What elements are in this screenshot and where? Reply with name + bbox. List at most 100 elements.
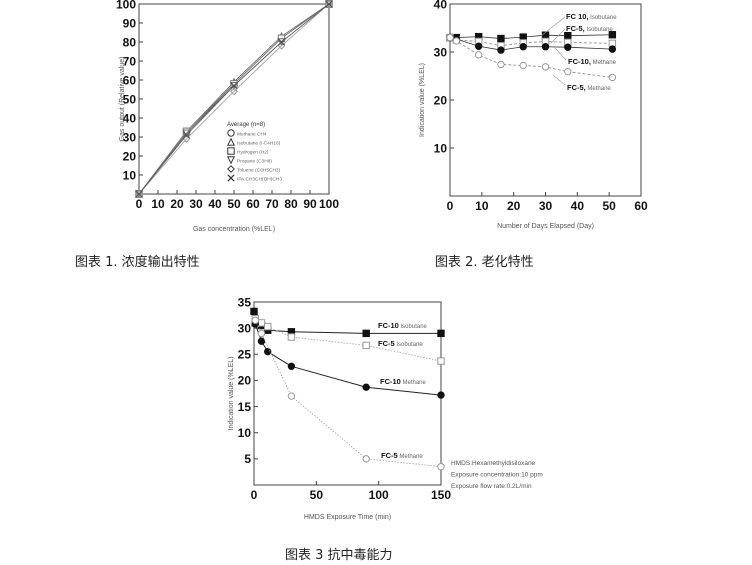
chart-2-series-label: FC-10, Methane bbox=[568, 57, 617, 66]
chart-1-y-tick-label: 70 bbox=[123, 54, 137, 68]
chart-3-data-point bbox=[362, 341, 370, 350]
chart-3-y-tick-label: 15 bbox=[238, 400, 252, 414]
chart-1-legend-marker bbox=[227, 129, 235, 137]
chart-1-series-line bbox=[138, 3, 330, 195]
chart-3-annotation: Exposure concentration:10 ppm bbox=[451, 472, 543, 479]
chart-3-series-label: FC-5 Methane bbox=[381, 451, 423, 460]
chart-1-y-tick-label: 20 bbox=[123, 149, 137, 163]
chart-1-data-point bbox=[230, 80, 238, 88]
chart-1-series-5 bbox=[135, 0, 333, 198]
chart-3-series-gas: Methane bbox=[398, 454, 424, 460]
chart-1-data-point bbox=[229, 82, 239, 91]
chart-1-x-tick-label: 20 bbox=[170, 197, 184, 211]
chart-2-data-point bbox=[608, 73, 617, 82]
chart-3-y-tick-label: 30 bbox=[238, 321, 252, 335]
chart-2-y-tick-label: 10 bbox=[434, 141, 448, 155]
chart-1-data-point bbox=[230, 87, 238, 96]
chart-2-data-point bbox=[564, 31, 572, 40]
chart-1-series-0 bbox=[135, 0, 333, 198]
chart-2-series-gas: Isobutane bbox=[585, 27, 614, 33]
chart-2-data-point bbox=[497, 60, 505, 69]
chart-3-data-point bbox=[287, 392, 296, 400]
chart-1-data-point bbox=[182, 131, 191, 139]
chart-3-annotation: HMDS:Hexamethyldisiloxane bbox=[451, 460, 536, 467]
chart-2-data-point bbox=[519, 61, 527, 70]
chart-1-legend-marker bbox=[227, 174, 235, 182]
chart-2-y-tick-label: 20 bbox=[434, 93, 448, 107]
chart-1-x-tick-label: 30 bbox=[189, 197, 203, 211]
chart-3-y-axis-label: Indication value (%LEL) bbox=[228, 357, 235, 431]
chart-1-y-tick-label: 50 bbox=[123, 92, 137, 106]
chart-1-legend-label: IPA CH3CH(OH)CH3 bbox=[237, 177, 282, 183]
chart-2-x-tick-label: 10 bbox=[475, 199, 489, 213]
chart-1-x-tick-label: 90 bbox=[303, 197, 317, 211]
chart-3-series-label: FC-5 Isobutane bbox=[378, 339, 423, 348]
chart-3-x-tick-label: 50 bbox=[310, 488, 324, 502]
chart-2-series-line bbox=[450, 34, 613, 39]
chart-2-x-tick-label: 40 bbox=[571, 199, 585, 213]
chart-2-data-point bbox=[474, 51, 483, 59]
chart-1-y-tick-label: 40 bbox=[123, 111, 137, 125]
chart-3-series-2 bbox=[251, 320, 445, 399]
chart-2-data-point bbox=[474, 42, 483, 50]
chart-3-y-tick-label: 5 bbox=[244, 452, 251, 466]
chart-1-series-line bbox=[138, 3, 330, 195]
chart-1-legend-marker bbox=[226, 156, 236, 165]
chart-1-data-point bbox=[325, 0, 333, 8]
chart-2-data-point bbox=[608, 45, 617, 53]
chart-3-data-point bbox=[250, 307, 258, 316]
chart-2-leader-lines bbox=[540, 16, 567, 86]
chart-3-data-point bbox=[437, 329, 445, 338]
chart-2-data-point bbox=[541, 43, 550, 51]
chart-1-data-point bbox=[135, 190, 143, 198]
chart-3-data-point bbox=[287, 362, 296, 371]
chart-3-x-axis-label: HMDS Exposure Time (min) bbox=[304, 514, 391, 521]
chart-2-x-tick-label: 0 bbox=[447, 199, 454, 213]
chart-3-y-tick-label: 10 bbox=[238, 426, 252, 440]
chart-1-legend-label: Isobutane (i-C4H10) bbox=[237, 141, 281, 147]
chart-1-y-tick-label: 90 bbox=[123, 16, 137, 30]
chart-2-data-point bbox=[564, 67, 572, 76]
chart-3-series-line bbox=[253, 311, 441, 334]
chart-3-x-tick-label: 0 bbox=[251, 488, 258, 502]
chart-2-data-point bbox=[564, 43, 572, 51]
chart-1-y-tick-label: 100 bbox=[116, 0, 136, 11]
chart-1-series-4 bbox=[135, 0, 333, 198]
chart-3-data-point bbox=[257, 337, 266, 345]
chart-2-data-point bbox=[497, 34, 505, 43]
chart-3-series-label: FC-10 Methane bbox=[380, 377, 427, 386]
chart-1-data-point bbox=[135, 190, 143, 198]
chart-2-y-tick-label: 40 bbox=[434, 0, 448, 11]
chart-2-series-gas: Methane bbox=[586, 86, 612, 92]
chart-1-legend-marker bbox=[227, 147, 235, 155]
chart-2-x-tick-label: 30 bbox=[539, 199, 553, 213]
chart-1-x-tick-label: 80 bbox=[284, 197, 298, 211]
chart-1-legend-marker bbox=[226, 137, 236, 146]
chart-2-series-label: FC 10, Isobutane bbox=[566, 12, 617, 21]
chart-1-series-line bbox=[138, 3, 330, 195]
chart-1-y-tick-label: 30 bbox=[123, 130, 137, 144]
chart-1-legend-label: Methane CH4 bbox=[237, 132, 267, 138]
chart-2-data-point bbox=[497, 46, 505, 54]
chart-3-data-point bbox=[257, 329, 266, 338]
chart-3-series-label: FC-10 Isobutane bbox=[378, 321, 428, 330]
chart-2-x-tick-label: 50 bbox=[602, 199, 616, 213]
chart-1-series-1 bbox=[134, 0, 334, 198]
chart-3-data-point bbox=[251, 316, 259, 324]
chart-3-data-point bbox=[264, 322, 272, 331]
chart-2-series-gas: Isobutane bbox=[589, 15, 618, 21]
chart-2-series-3 bbox=[446, 33, 617, 82]
chart-3-y-tick-label: 35 bbox=[238, 295, 252, 309]
chart-3-data-point bbox=[264, 347, 272, 356]
chart-1-y-tick-label: 60 bbox=[123, 73, 137, 87]
chart-1-x-tick-label: 70 bbox=[265, 197, 279, 211]
chart-1-y-axis-label: Gas output (Relative value) bbox=[119, 57, 126, 142]
chart-3-x-tick-label: 150 bbox=[431, 488, 451, 502]
chart-1-data-point bbox=[277, 38, 286, 46]
chart-3-series-gas: Isobutane bbox=[399, 324, 428, 330]
chart-1-data-point bbox=[230, 82, 238, 90]
chart-2-x-tick-label: 20 bbox=[507, 199, 521, 213]
chart-1-x-tick-label: 50 bbox=[227, 197, 241, 211]
chart-2-x-axis-label: Number of Days Elapsed (Day) bbox=[497, 223, 594, 230]
chart-3-data-point bbox=[437, 391, 445, 399]
